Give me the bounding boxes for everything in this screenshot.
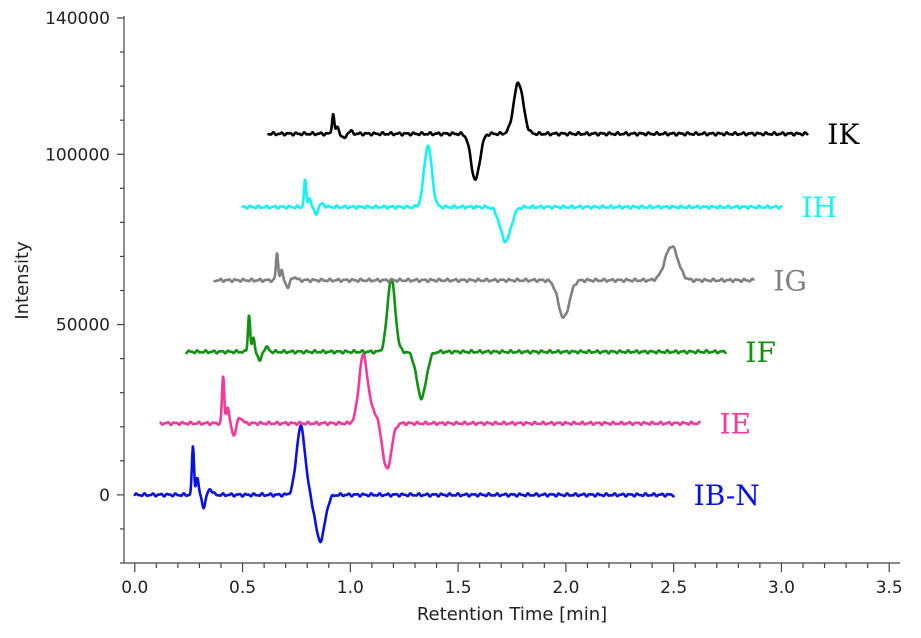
chromatogram-traces: [133, 81, 809, 544]
series-labels: IB-N IE IF IG IH IK: [694, 118, 861, 512]
x-tick-label: 3.0: [768, 578, 795, 598]
x-tick-label: 1.5: [445, 578, 472, 598]
x-tick-label: 2.5: [660, 578, 687, 598]
x-axis-ticks: 0.0 0.5 1.0 1.5 2.0 2.5 3.0 3.5: [121, 563, 903, 598]
trace-ie: [159, 352, 701, 470]
x-tick-label: 3.5: [876, 578, 903, 598]
x-axis-title: Retention Time [min]: [417, 604, 607, 625]
series-label-ie: IE: [720, 407, 752, 440]
y-axis-ticks: 0 50000 100000 140000: [45, 9, 124, 564]
y-tick-label: 140000: [45, 9, 110, 29]
series-label-ik: IK: [827, 118, 860, 151]
x-tick-label: 0.5: [229, 578, 256, 598]
trace-ib-n: [133, 424, 675, 544]
x-tick-label: 0.0: [121, 578, 148, 598]
x-tick-label: 1.0: [337, 578, 364, 598]
trace-ik: [267, 81, 809, 181]
series-label-ih: IH: [801, 191, 836, 224]
x-tick-label: 2.0: [552, 578, 579, 598]
y-tick-label: 50000: [56, 316, 110, 336]
trace-ig: [213, 245, 755, 320]
y-tick-label: 0: [99, 486, 110, 506]
series-label-ib-n: IB-N: [694, 479, 760, 512]
series-label-ig: IG: [773, 264, 806, 297]
trace-ih: [241, 144, 783, 244]
series-label-if: IF: [745, 336, 776, 369]
axes: [123, 16, 900, 564]
y-tick-label: 100000: [45, 145, 110, 165]
trace-if: [185, 277, 727, 401]
y-axis-title: Intensity: [12, 241, 33, 320]
